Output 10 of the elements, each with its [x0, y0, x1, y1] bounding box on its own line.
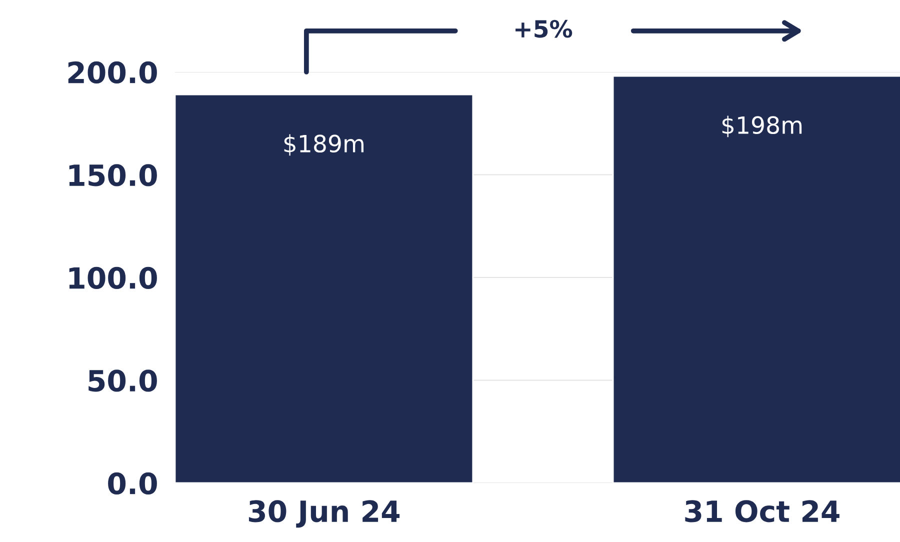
text: +5% — [516, 20, 572, 38]
data-label: $189m — [284, 134, 364, 156]
y-tick-label: 100.0 — [69, 266, 157, 289]
y-tick-label: 150.0 — [69, 164, 157, 186]
x-tick-label: 30 Jun 24 — [248, 500, 400, 528]
y-tick-label: 0.0 — [108, 472, 157, 494]
x-tick-label: 31 Oct 24 — [685, 500, 840, 522]
y-tick-label: 50.0 — [88, 370, 157, 392]
y-tick-label: 200.0 — [68, 61, 157, 84]
data-label: $198m — [722, 116, 802, 138]
